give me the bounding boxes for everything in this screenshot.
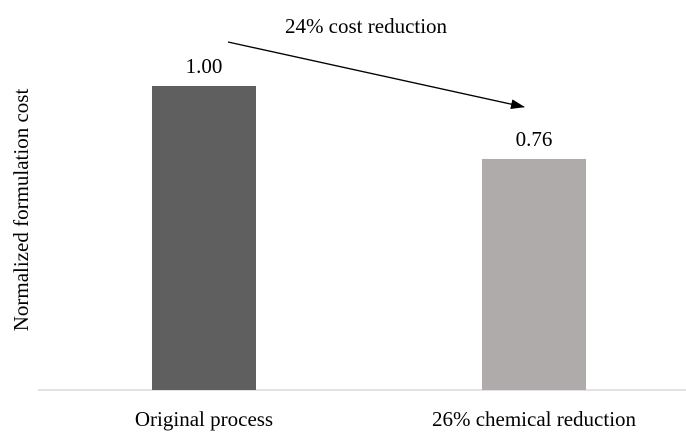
- bar-original-process: [152, 86, 256, 390]
- data-labels-group: 1.00 0.76: [186, 54, 553, 151]
- x-tick-label: 26% chemical reduction: [432, 407, 637, 431]
- annotation-arrow: [227, 41, 525, 110]
- bar-chemical-reduction: [482, 158, 586, 390]
- data-label: 0.76: [516, 127, 553, 151]
- annotation-label: 24% cost reduction: [285, 14, 448, 38]
- y-axis-title: Normalized formulation cost: [9, 89, 33, 332]
- x-tick-label: Original process: [135, 407, 273, 431]
- x-tick-labels: Original process 26% chemical reduction: [135, 407, 637, 431]
- bars-group: [152, 86, 586, 390]
- data-label: 1.00: [186, 54, 223, 78]
